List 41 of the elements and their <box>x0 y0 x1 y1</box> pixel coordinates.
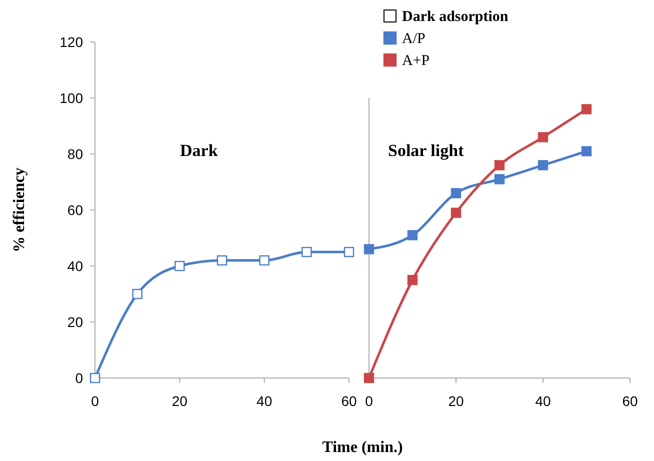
x-tick-label: 0 <box>365 393 374 409</box>
point <box>581 146 592 156</box>
point <box>494 174 505 184</box>
y-tick-label: 120 <box>60 34 84 50</box>
point <box>581 104 592 114</box>
point <box>216 255 228 266</box>
legend-label: A/P <box>402 31 426 47</box>
annotation: Solar light <box>388 141 464 160</box>
x-axis-title: Time (min.) <box>322 439 403 456</box>
y-tick-label: 0 <box>75 370 84 386</box>
x-tick-label: 60 <box>341 393 357 409</box>
point <box>407 230 418 240</box>
point <box>407 274 418 286</box>
point <box>174 260 185 272</box>
x-tick-label: 60 <box>622 393 638 409</box>
y-tick-label: 100 <box>60 90 84 106</box>
x-tick-label: 40 <box>535 393 551 409</box>
point <box>538 132 548 142</box>
legend-label: A+P <box>402 53 430 69</box>
point <box>302 246 312 258</box>
text: Dark adsorption <box>402 9 509 25</box>
y-tick-label: 40 <box>67 258 84 274</box>
annotation: Dark <box>180 141 218 160</box>
point <box>538 160 548 170</box>
x-tick-label: 40 <box>256 393 272 409</box>
point <box>364 372 374 384</box>
point <box>450 208 462 218</box>
y-tick-label: 60 <box>67 202 84 218</box>
y-tick-label: 80 <box>67 146 84 162</box>
x-tick-label: 20 <box>172 393 188 409</box>
point <box>364 244 374 254</box>
x-tick-label: 20 <box>448 393 464 409</box>
point <box>132 288 142 300</box>
point <box>90 372 100 384</box>
x-tick-label: 0 <box>91 393 100 409</box>
point <box>450 188 462 198</box>
y-axis-title: % efficiency <box>11 168 28 252</box>
point <box>344 246 354 258</box>
y-tick-label: 20 <box>67 314 84 330</box>
point <box>494 160 505 170</box>
point <box>259 255 270 266</box>
